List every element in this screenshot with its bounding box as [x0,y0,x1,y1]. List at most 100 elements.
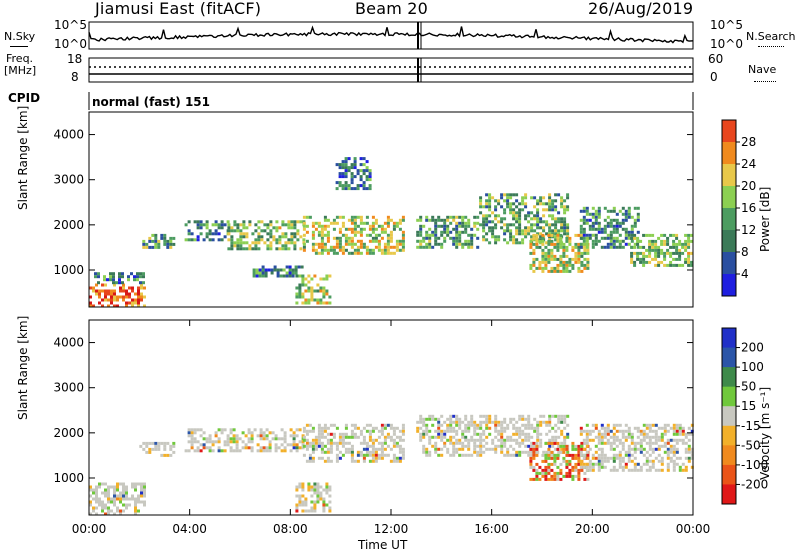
heatmap-cell [275,220,279,224]
heatmap-cell [338,242,342,246]
heatmap-cell [530,235,534,239]
heatmap-cell [675,233,679,237]
heatmap-cell [560,220,564,224]
heatmap-cell [533,429,537,433]
heatmap-cell [322,509,326,513]
heatmap-cell [322,488,326,492]
heatmap-cell [476,221,480,225]
heatmap-cell [657,254,661,258]
heatmap-cell [386,242,390,246]
heatmap-cell [452,239,456,243]
heatmap-cell [648,465,652,469]
heatmap-cell [298,446,302,450]
heatmap-cell [299,220,303,224]
heatmap-cell [494,238,498,242]
heatmap-cell [648,248,652,252]
heatmap-cell [217,428,221,432]
heatmap-cell [294,268,298,272]
heatmap-cell [317,426,321,430]
heatmap-cell [553,459,557,463]
heatmap-cell [278,226,282,230]
heatmap-cell [359,169,363,173]
heatmap-cell [642,423,646,427]
heatmap-cell [506,229,510,233]
heatmap-cell [566,432,570,436]
heatmap-cell [506,205,510,209]
heatmap-cell [642,453,646,457]
heatmap-cell [597,239,601,243]
heatmap-cell [527,450,531,454]
heatmap-cell [497,214,501,218]
heatmap-cell [579,224,583,228]
heatmap-cell [398,221,402,225]
heatmap-cell [262,431,266,435]
heatmap-cell [464,242,468,246]
heatmap-cell [131,494,134,498]
heatmap-cell [562,450,566,454]
heatmap-cell [226,220,230,224]
heatmap-cell [347,435,351,439]
heatmap-cell [338,163,342,167]
heatmap-cell [600,423,604,427]
heatmap-cell [550,477,554,481]
heatmap-cell [311,450,315,454]
heatmap-cell [547,233,551,237]
heatmap-cell [654,468,658,472]
heatmap-cell [446,215,450,219]
heatmap-cell [524,426,528,430]
heatmap-cell [577,260,581,264]
heatmap-cell [627,429,631,433]
heatmap-cell [261,265,265,269]
heatmap-cell [494,429,498,433]
heatmap-cell [488,208,492,212]
heatmap-cell [284,223,288,227]
heatmap-cell [660,432,664,436]
heatmap-cell [538,239,542,243]
heatmap-cell [660,260,664,264]
heatmap-cell [464,221,468,225]
heatmap-cell [422,435,426,439]
heatmap-cell [535,468,539,472]
heatmap-cell [651,248,655,252]
heatmap-cell [274,443,278,447]
heatmap-cell [223,440,227,444]
heatmap-cell [386,435,390,439]
heatmap-cell [539,438,543,442]
heatmap-cell [562,260,566,264]
heatmap-cell [636,435,640,439]
heatmap-cell [401,245,405,249]
heatmap-cell [541,254,545,258]
heatmap-cell [308,429,312,433]
heatmap-cell [326,432,330,436]
heatmap-cell [530,444,534,448]
heatmap-cell [232,434,236,438]
heatmap-cell [530,229,534,233]
heatmap-cell [582,206,586,210]
heatmap-cell [591,227,595,231]
heatmap-cell [347,236,351,240]
heatmap-cell [479,453,483,457]
heatmap-cell [669,254,673,258]
heatmap-cell [236,241,240,245]
heatmap-cell [362,459,366,463]
heatmap-cell [335,242,339,246]
heatmap-cell [512,438,516,442]
heatmap-cell [116,298,119,302]
heatmap-cell [553,266,557,270]
heatmap-cell [521,238,525,242]
heatmap-cell [344,227,348,231]
heatmap-cell [509,435,513,439]
heatmap-cell [603,206,607,210]
heatmap-cell [512,241,516,245]
heatmap-cell [313,298,317,302]
heatmap-cell [554,423,558,427]
heatmap-cell [305,441,309,445]
heatmap-cell [681,245,685,249]
heatmap-cell [383,227,387,231]
heatmap-cell [557,444,561,448]
heatmap-cell [320,429,324,433]
heatmap-cell [657,435,661,439]
heatmap-cell [660,462,664,466]
heatmap-cell [233,223,237,227]
heatmap-cell [428,233,432,237]
